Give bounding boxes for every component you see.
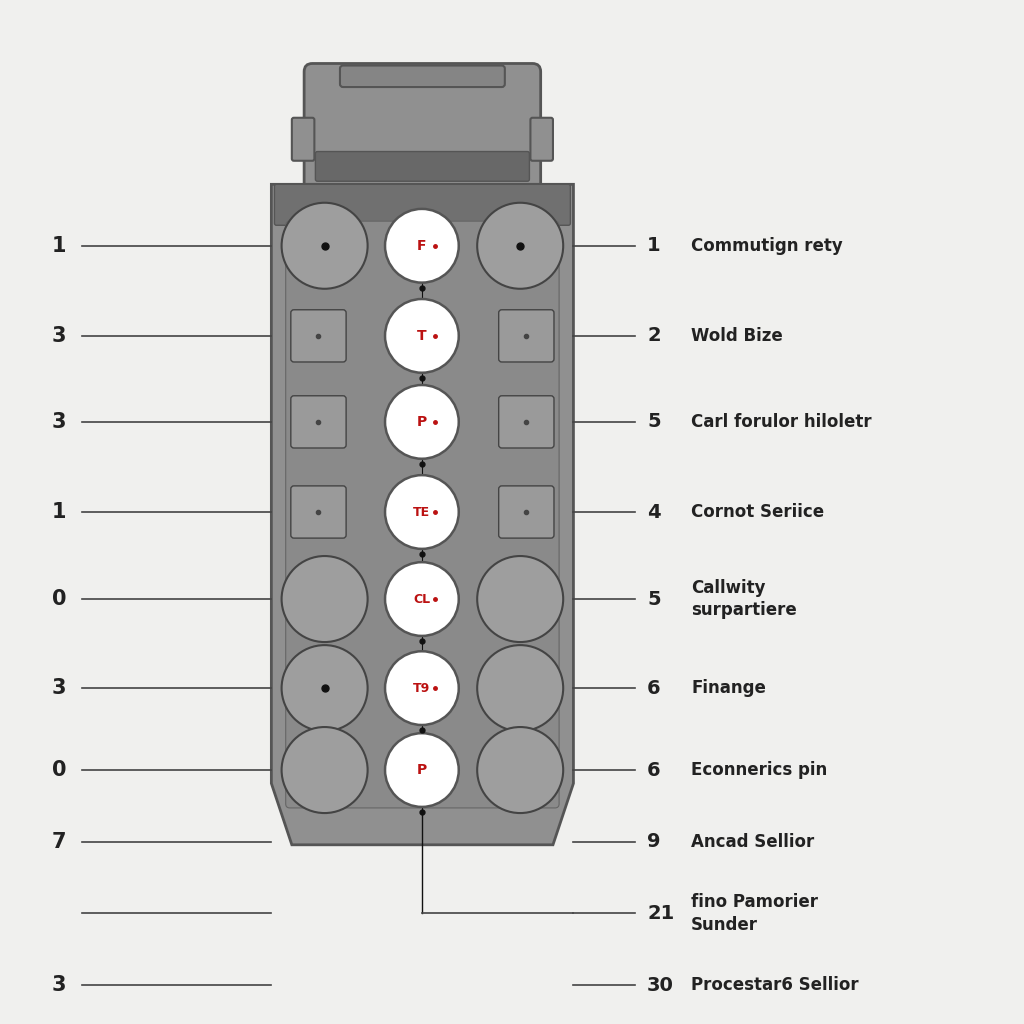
Text: 2: 2 xyxy=(647,327,660,345)
Text: 3: 3 xyxy=(52,975,67,995)
Circle shape xyxy=(385,299,459,373)
Text: 5: 5 xyxy=(647,413,660,431)
Text: 1: 1 xyxy=(647,237,660,255)
Text: 6: 6 xyxy=(647,761,660,779)
Text: 4: 4 xyxy=(647,503,660,521)
Text: 21: 21 xyxy=(647,904,675,923)
FancyBboxPatch shape xyxy=(286,221,559,808)
Text: 3: 3 xyxy=(52,326,67,346)
Circle shape xyxy=(385,209,459,283)
FancyBboxPatch shape xyxy=(291,309,346,361)
Circle shape xyxy=(385,733,459,807)
Text: Cornot Seriice: Cornot Seriice xyxy=(691,503,824,521)
Circle shape xyxy=(477,203,563,289)
Circle shape xyxy=(385,562,459,636)
Text: F: F xyxy=(417,239,427,253)
Text: Econnerics pin: Econnerics pin xyxy=(691,761,827,779)
Text: Commutign rety: Commutign rety xyxy=(691,237,843,255)
Text: 1: 1 xyxy=(52,236,67,256)
Text: Callwity
surpartiere: Callwity surpartiere xyxy=(691,579,797,620)
Text: T: T xyxy=(417,329,427,343)
Text: 7: 7 xyxy=(52,831,67,852)
Text: T9: T9 xyxy=(414,682,430,694)
FancyBboxPatch shape xyxy=(499,486,554,539)
Text: Finange: Finange xyxy=(691,679,766,697)
Polygon shape xyxy=(271,184,573,845)
FancyBboxPatch shape xyxy=(292,118,314,161)
Circle shape xyxy=(282,727,368,813)
Text: Wold Bize: Wold Bize xyxy=(691,327,783,345)
Circle shape xyxy=(282,203,368,289)
Circle shape xyxy=(477,645,563,731)
Text: 6: 6 xyxy=(647,679,660,697)
Text: fino Pamorier
Sunder: fino Pamorier Sunder xyxy=(691,893,818,934)
Text: 3: 3 xyxy=(52,412,67,432)
FancyBboxPatch shape xyxy=(499,309,554,361)
Text: P: P xyxy=(417,415,427,429)
Text: 0: 0 xyxy=(52,589,67,609)
Circle shape xyxy=(477,556,563,642)
Text: Ancad Sellior: Ancad Sellior xyxy=(691,833,814,851)
Text: 5: 5 xyxy=(647,590,660,608)
Circle shape xyxy=(385,651,459,725)
Text: 0: 0 xyxy=(52,760,67,780)
Text: 9: 9 xyxy=(647,833,660,851)
FancyBboxPatch shape xyxy=(291,486,346,539)
FancyBboxPatch shape xyxy=(499,395,554,449)
Text: CL: CL xyxy=(414,593,430,605)
Circle shape xyxy=(282,556,368,642)
FancyBboxPatch shape xyxy=(291,395,346,449)
Text: Procestar6 Sellior: Procestar6 Sellior xyxy=(691,976,859,994)
Circle shape xyxy=(282,645,368,731)
FancyBboxPatch shape xyxy=(530,118,553,161)
FancyBboxPatch shape xyxy=(315,152,529,181)
FancyBboxPatch shape xyxy=(274,184,570,225)
Text: P: P xyxy=(417,763,427,777)
Text: TE: TE xyxy=(414,506,430,518)
Text: Carl forulor hiloletr: Carl forulor hiloletr xyxy=(691,413,871,431)
Circle shape xyxy=(385,385,459,459)
Text: 30: 30 xyxy=(647,976,674,994)
Text: 3: 3 xyxy=(52,678,67,698)
Circle shape xyxy=(477,727,563,813)
FancyBboxPatch shape xyxy=(340,66,505,87)
FancyBboxPatch shape xyxy=(304,63,541,193)
Circle shape xyxy=(385,475,459,549)
Text: 1: 1 xyxy=(52,502,67,522)
